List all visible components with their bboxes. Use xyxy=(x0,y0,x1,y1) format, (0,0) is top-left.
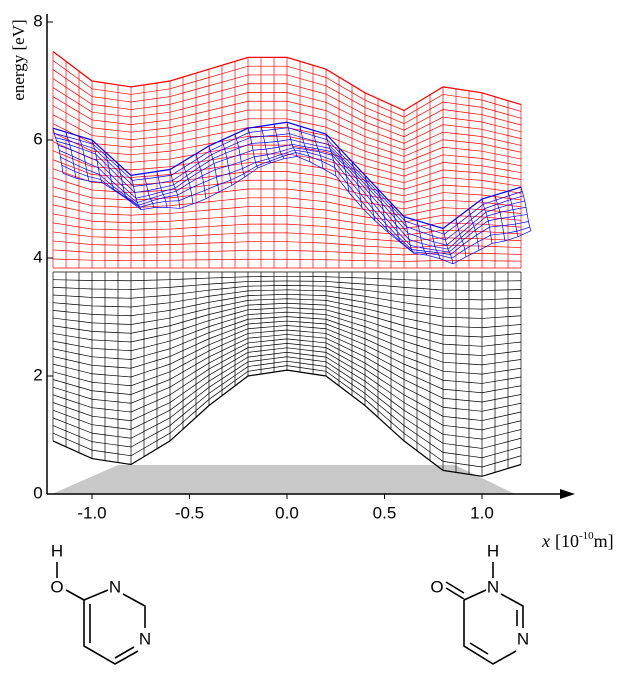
mesh-column xyxy=(338,147,350,193)
y-tick-label: 2 xyxy=(33,365,42,384)
mesh-column xyxy=(455,218,467,257)
x-tick-label: 0.0 xyxy=(275,503,299,522)
mesh-column xyxy=(351,161,363,208)
mesh-column xyxy=(117,163,129,200)
surface-profile xyxy=(52,51,522,112)
mesh-row xyxy=(52,360,522,459)
mesh-column xyxy=(312,130,324,169)
x-tick-label: 0.5 xyxy=(373,503,397,522)
y-tick-label: 6 xyxy=(33,129,42,148)
y-tick-label: 4 xyxy=(33,247,42,266)
x-axis-label: x [10-10m] xyxy=(541,530,614,552)
surface-profile xyxy=(52,121,522,230)
mesh-column xyxy=(494,194,506,242)
mesh-column xyxy=(403,216,415,254)
mesh-column xyxy=(195,153,207,199)
mesh-column xyxy=(104,151,116,192)
x-axis-arrow xyxy=(560,489,575,499)
mesh-row xyxy=(54,127,523,235)
atom: N xyxy=(139,629,151,648)
mesh-column xyxy=(143,173,155,208)
y-tick-label: 0 xyxy=(33,483,42,502)
surface-profile xyxy=(52,369,522,477)
mesh-row xyxy=(52,369,522,477)
x-tick-label: -0.5 xyxy=(175,503,204,522)
mesh-column xyxy=(442,228,454,264)
mesh-column xyxy=(286,122,298,157)
atom: H xyxy=(51,541,63,560)
x-axis-unit: [10 xyxy=(555,531,579,551)
mesh-column xyxy=(169,169,181,209)
ground-plane xyxy=(52,465,515,494)
mesh-column xyxy=(78,135,90,182)
mesh-column xyxy=(52,128,64,174)
mesh-column xyxy=(429,224,441,259)
mesh-column xyxy=(260,126,272,163)
mesh-column xyxy=(416,220,428,256)
mesh-column xyxy=(91,139,103,183)
mesh-column xyxy=(390,202,402,244)
mesh-column xyxy=(481,198,493,244)
mesh-column xyxy=(325,134,337,177)
mesh-column xyxy=(156,171,168,208)
x-tick-label: 1.0 xyxy=(470,503,494,522)
y-tick-label: 8 xyxy=(33,11,42,30)
atom: N xyxy=(487,577,499,596)
x-tick-label: -1.0 xyxy=(77,503,106,522)
atom: O xyxy=(50,577,63,596)
molecule-left-bonds xyxy=(56,562,146,665)
mesh-layer xyxy=(52,51,532,477)
mesh-column xyxy=(221,139,233,186)
mesh-column xyxy=(364,175,376,221)
x-axis-var: x xyxy=(541,531,550,551)
mesh-row xyxy=(61,152,530,259)
atom: N xyxy=(109,577,121,596)
mesh-column xyxy=(507,191,519,237)
mesh-column xyxy=(65,132,77,179)
x-axis-exponent: -10 xyxy=(579,530,594,542)
mesh-column xyxy=(247,128,259,168)
mesh-column xyxy=(130,175,142,210)
atom: N xyxy=(517,629,529,648)
mesh-column xyxy=(273,124,285,159)
mesh-column xyxy=(234,134,246,178)
mesh-column xyxy=(208,145,220,192)
x-axis-unit-end: m] xyxy=(594,531,614,551)
atom: H xyxy=(487,541,499,560)
mesh-column xyxy=(182,161,194,204)
mesh-column xyxy=(520,187,532,231)
molecule-right-bonds xyxy=(445,562,524,665)
y-axis-label: energy [eV] xyxy=(9,19,28,100)
mesh-column xyxy=(468,208,480,251)
atom: O xyxy=(430,577,443,596)
mesh-column xyxy=(377,189,389,233)
mesh-column xyxy=(299,126,311,162)
